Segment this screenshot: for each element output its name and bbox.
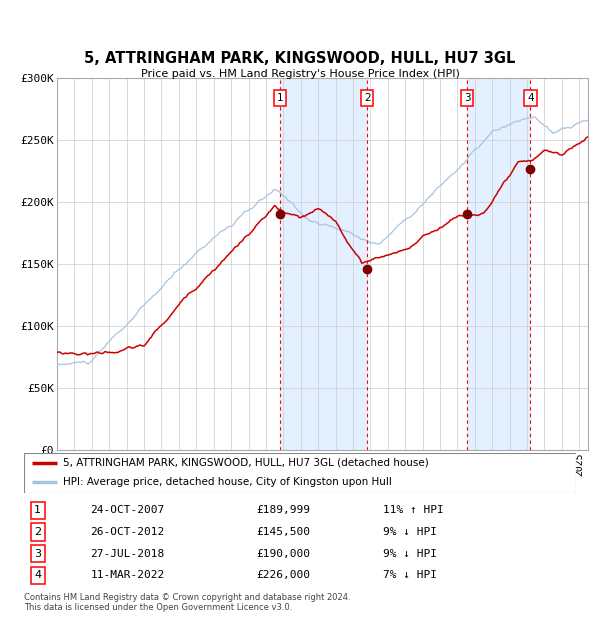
Text: 9% ↓ HPI: 9% ↓ HPI (383, 549, 437, 559)
Text: 4: 4 (527, 93, 533, 103)
Text: 1: 1 (34, 505, 41, 515)
Bar (280, 78, 367, 450)
Text: £145,500: £145,500 (256, 527, 310, 537)
Text: 5, ATTRINGHAM PARK, KINGSWOOD, HULL, HU7 3GL (detached house): 5, ATTRINGHAM PARK, KINGSWOOD, HULL, HU7… (62, 458, 428, 467)
Text: 9% ↓ HPI: 9% ↓ HPI (383, 527, 437, 537)
Text: 2: 2 (364, 93, 370, 103)
Text: 11-MAR-2022: 11-MAR-2022 (90, 570, 164, 580)
Text: Contains HM Land Registry data © Crown copyright and database right 2024.: Contains HM Land Registry data © Crown c… (24, 593, 350, 603)
Text: This data is licensed under the Open Government Licence v3.0.: This data is licensed under the Open Gov… (24, 603, 292, 612)
Text: 27-JUL-2018: 27-JUL-2018 (90, 549, 164, 559)
Text: 3: 3 (34, 549, 41, 559)
Text: Price paid vs. HM Land Registry's House Price Index (HPI): Price paid vs. HM Land Registry's House … (140, 69, 460, 79)
Text: 5, ATTRINGHAM PARK, KINGSWOOD, HULL, HU7 3GL: 5, ATTRINGHAM PARK, KINGSWOOD, HULL, HU7… (85, 51, 515, 66)
Text: £189,999: £189,999 (256, 505, 310, 515)
Text: 7% ↓ HPI: 7% ↓ HPI (383, 570, 437, 580)
Text: £190,000: £190,000 (256, 549, 310, 559)
Text: 2: 2 (34, 527, 41, 537)
Text: 3: 3 (464, 93, 470, 103)
Text: HPI: Average price, detached house, City of Kingston upon Hull: HPI: Average price, detached house, City… (62, 477, 392, 487)
FancyBboxPatch shape (24, 453, 576, 493)
Text: 4: 4 (34, 570, 41, 580)
Text: 1: 1 (277, 93, 283, 103)
Text: 24-OCT-2007: 24-OCT-2007 (90, 505, 164, 515)
Text: £226,000: £226,000 (256, 570, 310, 580)
Text: 26-OCT-2012: 26-OCT-2012 (90, 527, 164, 537)
Text: 11% ↑ HPI: 11% ↑ HPI (383, 505, 443, 515)
Bar (467, 78, 530, 450)
